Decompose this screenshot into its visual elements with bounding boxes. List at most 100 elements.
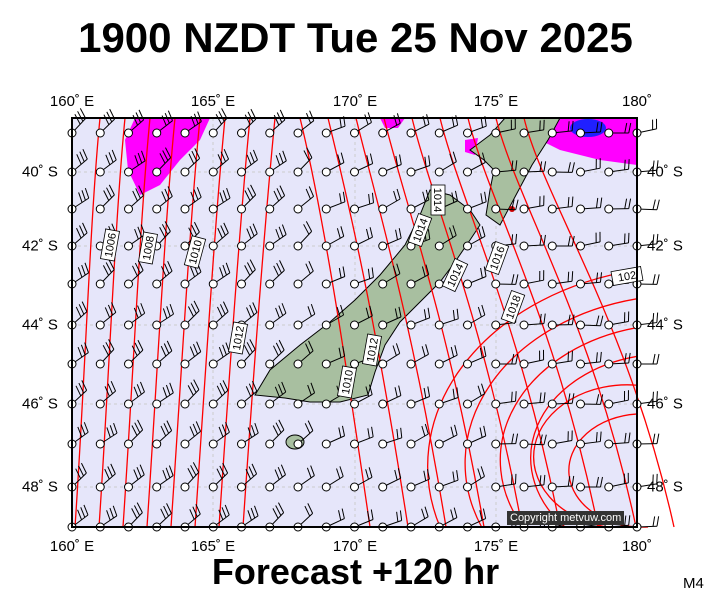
station-circle	[180, 320, 190, 330]
station-circle	[378, 439, 388, 449]
wind-barb	[491, 433, 519, 449]
wind-barb	[321, 466, 344, 492]
lat-label-right: 40˚ S	[647, 163, 683, 181]
station-circle	[350, 279, 359, 289]
station-circle	[491, 320, 501, 330]
station-circle	[265, 279, 275, 289]
station-circle	[208, 399, 218, 409]
station-circle	[293, 439, 303, 449]
wind-barb	[463, 116, 487, 138]
wind-barb	[208, 222, 229, 251]
station-circle	[463, 128, 472, 138]
isobar	[194, 117, 226, 528]
wind-barb	[152, 340, 173, 369]
wind-barb	[519, 195, 545, 214]
station-circle	[434, 399, 444, 409]
station-circle	[604, 359, 614, 369]
isobar	[523, 117, 675, 528]
wind-barb	[350, 426, 374, 449]
wind-barb	[604, 352, 631, 369]
station-circle	[378, 241, 388, 251]
svg-text:1012: 1012	[231, 325, 247, 351]
svg-text:1006: 1006	[103, 232, 119, 258]
wind-barb	[67, 301, 88, 330]
wind-barb	[321, 425, 346, 449]
station-circle	[265, 241, 275, 251]
wind-barb	[547, 196, 574, 214]
station-circle	[434, 320, 444, 330]
wind-barb	[237, 149, 258, 177]
station-circle	[519, 482, 529, 492]
station-circle	[576, 204, 585, 214]
wind-barb	[406, 344, 429, 369]
station-circle	[463, 439, 472, 449]
station-circle	[208, 128, 218, 138]
wind-barb	[463, 425, 487, 449]
wind-barb	[208, 342, 231, 369]
station-circle	[180, 204, 190, 214]
wind-barb	[491, 274, 519, 289]
wind-barb	[152, 147, 172, 177]
station-circle	[378, 320, 388, 330]
station-circle	[350, 128, 359, 138]
station-circle	[293, 167, 303, 177]
wind-barb	[378, 188, 401, 214]
station-circle	[152, 128, 162, 138]
wind-barb	[265, 419, 285, 449]
wind-barb	[378, 154, 402, 177]
wind-barb	[265, 464, 286, 492]
rain-area	[125, 118, 210, 195]
isobar-label: 1008	[138, 231, 158, 265]
wind-barb	[463, 346, 487, 369]
station-circle	[463, 279, 472, 289]
isobar-label: 1012	[362, 333, 382, 367]
station-circle	[491, 128, 501, 138]
station-circle	[378, 128, 388, 138]
station-circle	[180, 279, 190, 289]
station-circle	[519, 128, 529, 138]
wind-barb	[604, 432, 631, 449]
station-circle	[180, 399, 190, 409]
wind-barb	[576, 158, 601, 177]
wind-barb	[350, 227, 373, 251]
wind-barb	[208, 462, 229, 492]
wind-barb	[463, 191, 487, 214]
station-circle	[576, 359, 585, 369]
wind-barb	[547, 350, 573, 369]
wind-barb	[576, 315, 604, 330]
wind-barb	[321, 191, 346, 214]
isobar-label: 1006	[100, 228, 120, 262]
station-circle	[321, 167, 331, 177]
isobar-labels: 1006 1008 10101012101410141014101610181012…	[100, 184, 644, 399]
isobar	[327, 117, 409, 528]
station-circle	[208, 359, 218, 369]
wind-barb	[576, 231, 601, 251]
wind-barb	[124, 109, 145, 138]
station-circle	[265, 482, 275, 492]
wind-barb	[208, 422, 230, 449]
wind-barb	[293, 221, 313, 251]
wind-barb	[124, 224, 146, 251]
wind-barb	[95, 259, 115, 289]
svg-text:1008: 1008	[141, 235, 157, 261]
wind-barb	[519, 270, 545, 289]
station-circle	[604, 399, 614, 409]
station-circle	[265, 439, 275, 449]
wind-barb	[95, 108, 116, 138]
wind-barb	[547, 475, 575, 492]
wind-barb	[406, 229, 431, 251]
isobars	[74, 117, 675, 528]
station-circle	[547, 279, 557, 289]
station-circle	[378, 482, 388, 492]
station-circle	[378, 204, 388, 214]
wind-barb	[208, 187, 231, 214]
wind-barb	[491, 353, 519, 369]
wind-barb	[208, 380, 229, 409]
station-circle	[265, 320, 275, 330]
wind-barb	[434, 308, 459, 330]
wind-barb	[576, 394, 604, 409]
station-circle	[265, 399, 275, 409]
station-circle	[208, 439, 218, 449]
isobar	[218, 117, 251, 528]
wind-barb	[491, 473, 517, 492]
